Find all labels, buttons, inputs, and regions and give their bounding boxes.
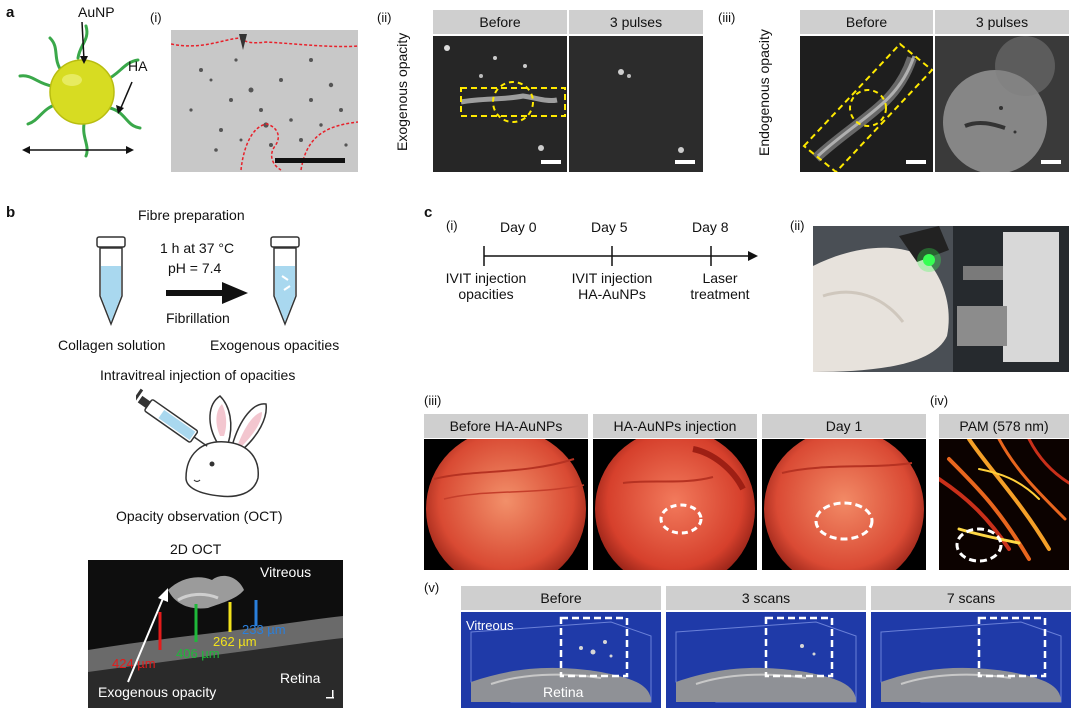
scan-retina-label: Retina [543, 684, 584, 700]
intravitreal-injection-label: Intravitreal injection of opacities [100, 367, 296, 383]
fundus-injection-header: HA-AuNPs injection [593, 414, 757, 438]
exogenous-tube [270, 236, 300, 327]
oct-retina-label: Retina [280, 670, 321, 686]
fibrillation-arrow [166, 282, 248, 304]
c-v-label: (v) [424, 580, 440, 595]
a-iii-after-header: 3 pulses [935, 10, 1069, 34]
scan-before-header: Before [461, 586, 661, 610]
oct-image [88, 560, 343, 708]
rabbit-illustration [136, 388, 267, 498]
collagen-micrograph [171, 30, 358, 172]
endogenous-after-image [935, 36, 1069, 172]
endogenous-before-image [800, 36, 933, 172]
panel-a-label: a [6, 4, 15, 21]
scan-3-header: 3 scans [666, 586, 866, 610]
timeline-day0: Day 0 [500, 219, 537, 235]
aunp-schematic [18, 21, 142, 158]
panel-c-label: c [424, 204, 433, 221]
fundus-injection-image [593, 439, 757, 570]
fundus-before-header: Before HA-AuNPs [424, 414, 588, 438]
pam-image [939, 439, 1069, 570]
oct-vitreous-label: Vitreous [260, 564, 312, 580]
a-ii-after-header: 3 pulses [569, 10, 703, 34]
condition-ph: pH = 7.4 [168, 260, 222, 276]
timeline-day8: Day 8 [692, 219, 729, 235]
a-ii-before-header: Before [433, 10, 567, 34]
scan-7-image [871, 612, 1071, 708]
endogenous-side-label: Endogenous opacity [756, 29, 772, 156]
scan-before-image [461, 612, 661, 708]
measurement-262: 262 µm [213, 634, 257, 649]
event-day8: Laser treatment [680, 270, 760, 302]
opacity-observation-label: Opacity observation (OCT) [116, 508, 283, 524]
scan-3-image [666, 612, 866, 708]
oct-opacity-label: Exogenous opacity [98, 684, 217, 700]
a-iii-label: (iii) [718, 10, 736, 25]
c-ii-label: (ii) [790, 218, 805, 233]
measurement-406: 406 µm [176, 646, 220, 661]
oct-title: 2D OCT [170, 541, 222, 557]
pam-header: PAM (578 nm) [939, 414, 1069, 438]
exogenous-opacities-label: Exogenous opacities [210, 337, 340, 353]
fibre-preparation-title: Fibre preparation [138, 207, 245, 223]
a-ii-label: (ii) [377, 10, 392, 25]
c-iii-label: (iii) [424, 393, 442, 408]
fundus-day1-header: Day 1 [762, 414, 926, 438]
event-day5: IVIT injection HA-AuNPs [562, 270, 662, 302]
event-day0-line1: IVIT injection [445, 270, 527, 286]
measurement-233: 233 µm [242, 622, 286, 637]
event-day8-line1: Laser [702, 270, 738, 286]
c-i-label: (i) [446, 218, 458, 233]
aunp-label: AuNP [78, 4, 115, 20]
a-i-label: (i) [150, 10, 162, 25]
collagen-tube [96, 236, 126, 327]
treatment-timeline [483, 246, 758, 266]
collagen-solution-label: Collagen solution [58, 337, 166, 353]
event-day5-line1: IVIT injection [571, 270, 653, 286]
event-day5-line2: HA-AuNPs [578, 286, 646, 302]
laser-setup-photo [813, 226, 1069, 372]
fundus-before-image [424, 439, 588, 570]
c-iv-label: (iv) [930, 393, 949, 408]
timeline-day5: Day 5 [591, 219, 628, 235]
fundus-day1-image [762, 439, 926, 570]
condition-temperature: 1 h at 37 °C [160, 240, 235, 256]
panel-b-label: b [6, 204, 16, 221]
scan-7-header: 7 scans [871, 586, 1071, 610]
exogenous-side-label: Exogenous opacity [394, 32, 410, 151]
a-iii-before-header: Before [800, 10, 933, 34]
measurement-424: 424 µm [112, 656, 156, 671]
event-day0-line2: opacities [458, 286, 514, 302]
exogenous-before-image [433, 36, 567, 172]
exogenous-after-image [569, 36, 703, 172]
fibrillation-label: Fibrillation [166, 310, 230, 326]
scan-vitreous-label: Vitreous [466, 618, 514, 633]
event-day0: IVIT injection opacities [436, 270, 536, 302]
event-day8-line2: treatment [690, 286, 750, 302]
ha-label: HA [128, 58, 148, 74]
